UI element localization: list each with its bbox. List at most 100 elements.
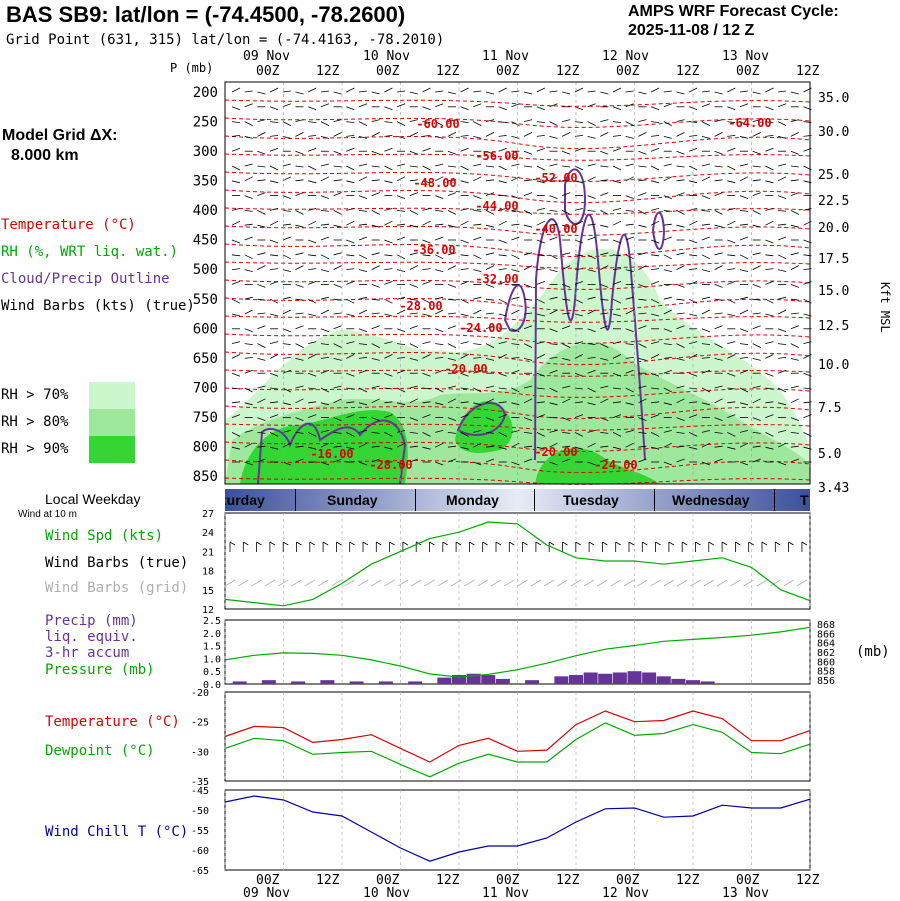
wind-barb xyxy=(714,398,723,404)
wind-barb xyxy=(244,357,253,359)
wind-barb xyxy=(435,103,444,108)
temperature-contour-label: -56.00 xyxy=(475,149,518,163)
wind-barb xyxy=(562,224,571,228)
wind-barb xyxy=(536,239,545,244)
bottom-date-4: 13 Nov xyxy=(722,886,769,901)
wind-barb xyxy=(320,210,329,212)
wind-barb xyxy=(384,341,393,344)
wind-barb xyxy=(587,309,596,315)
wind-barb xyxy=(295,385,304,389)
wind-barb xyxy=(524,432,533,434)
wind-barb xyxy=(435,430,444,433)
cloud-outline xyxy=(534,213,646,461)
wind-barb xyxy=(384,135,393,137)
wind-barb xyxy=(587,328,596,333)
wind-barb xyxy=(600,325,609,330)
wind-barb xyxy=(790,445,799,448)
pressure-tick-label: 200 xyxy=(193,85,218,101)
wind-barb xyxy=(498,208,507,211)
wind-barb xyxy=(651,341,660,344)
wind-barb xyxy=(651,208,660,211)
wind-barb xyxy=(409,284,418,288)
wind-barb xyxy=(600,224,609,228)
wind-barb xyxy=(600,192,609,196)
wind-barb xyxy=(333,224,342,228)
wind-barb xyxy=(790,265,799,270)
wind-barb xyxy=(562,119,571,122)
wind-barb xyxy=(269,281,279,285)
wind-barb xyxy=(600,150,609,155)
wind-barb xyxy=(663,387,672,393)
wind-barb xyxy=(752,458,761,463)
wind-barb xyxy=(384,268,393,270)
wind-barb xyxy=(460,165,469,171)
wind-barb xyxy=(358,430,368,433)
wind-barb xyxy=(524,445,533,448)
temperature-contour xyxy=(224,369,811,377)
temperature-contour xyxy=(224,261,811,269)
wind-barb xyxy=(676,343,685,348)
wind-barb xyxy=(257,385,266,389)
rh-90-region xyxy=(535,448,660,484)
wind-barb xyxy=(308,147,317,152)
wind-barb xyxy=(333,192,342,196)
wind-barb xyxy=(549,195,558,199)
wind-barb xyxy=(231,180,241,184)
wind-barb xyxy=(524,179,533,182)
wind-barb xyxy=(752,165,761,168)
wind-barb xyxy=(777,103,787,108)
wind-barb xyxy=(638,358,647,361)
temperature-contour xyxy=(224,441,811,452)
wind-barb xyxy=(765,268,774,270)
wind-barb xyxy=(320,328,330,333)
weekday-divider xyxy=(295,489,296,511)
wind-barb xyxy=(701,254,711,260)
wind-barb xyxy=(752,445,761,448)
wind-barb xyxy=(473,357,482,359)
wind-barb xyxy=(269,87,279,93)
wind-barb xyxy=(257,458,266,463)
wind-barb xyxy=(536,387,545,390)
bottom-tick-9: 12Z xyxy=(796,873,820,888)
temperature-contour-label: -52.00 xyxy=(534,171,577,185)
wind-barb xyxy=(371,224,380,228)
wind-barb xyxy=(308,446,317,450)
wind-barb xyxy=(396,387,406,393)
wind-barb xyxy=(727,87,736,93)
wind-barb xyxy=(765,446,774,450)
wind-barb xyxy=(777,442,787,448)
wind-barb xyxy=(358,210,368,212)
p-mb-label: P (mb) xyxy=(170,61,214,75)
wind-barb xyxy=(638,165,647,168)
wind-barb xyxy=(650,432,660,437)
wind-barb xyxy=(397,296,406,300)
wind-barb xyxy=(765,401,774,404)
wind-barb xyxy=(346,298,355,304)
wind-barb xyxy=(460,220,469,226)
wind-barb xyxy=(638,445,647,448)
wind-barb xyxy=(435,195,444,199)
wind-barb xyxy=(435,309,444,315)
wind-barb xyxy=(320,343,329,345)
bottom-date-0: 09 Nov xyxy=(243,886,290,901)
wind-barb xyxy=(790,179,799,182)
wind-barb xyxy=(790,458,799,463)
kft-tick-label: 22.5 xyxy=(818,194,849,209)
wind-barb xyxy=(727,313,736,317)
wind-barb xyxy=(536,446,545,450)
wind-barb xyxy=(473,343,482,345)
wind-barb xyxy=(396,121,406,126)
wind-barb xyxy=(308,372,317,377)
wind-barb xyxy=(498,106,507,111)
wind-barb xyxy=(689,414,698,418)
wind-barb xyxy=(447,358,456,361)
wind-barb xyxy=(739,121,749,126)
wind-barb xyxy=(752,210,761,215)
wind-barb xyxy=(231,414,241,418)
wind-barb xyxy=(600,458,609,463)
wind-barb xyxy=(536,268,545,270)
wind-barb xyxy=(536,313,545,317)
wind-barb xyxy=(320,369,330,374)
wind-barb xyxy=(257,298,266,301)
wind-barb xyxy=(765,165,774,171)
